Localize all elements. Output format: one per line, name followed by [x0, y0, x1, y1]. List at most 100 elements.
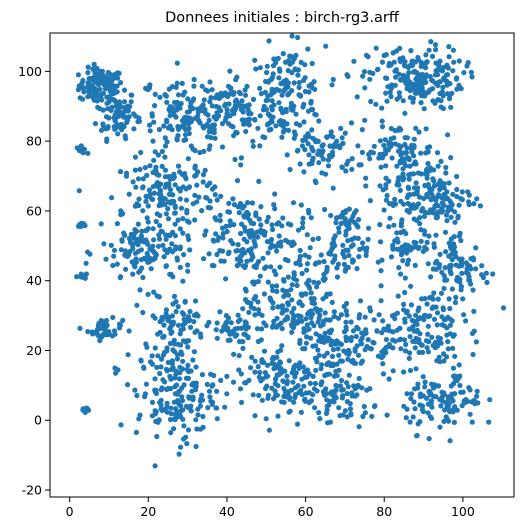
- data-point: [422, 65, 429, 71]
- data-point: [410, 99, 416, 105]
- data-point: [282, 256, 289, 263]
- data-point: [135, 119, 141, 125]
- data-point: [270, 322, 277, 328]
- data-point: [390, 242, 396, 248]
- data-point: [115, 367, 121, 373]
- data-point: [269, 283, 275, 289]
- data-point: [426, 233, 432, 239]
- data-point: [444, 82, 450, 88]
- data-point: [345, 384, 351, 390]
- data-point: [150, 313, 156, 319]
- data-point: [164, 139, 170, 145]
- data-point: [401, 228, 407, 234]
- data-point: [439, 195, 445, 201]
- x-tick-label: 60: [298, 504, 314, 519]
- data-point: [422, 231, 428, 237]
- data-point: [424, 345, 430, 351]
- data-point: [344, 312, 350, 318]
- data-point: [325, 163, 332, 169]
- data-point: [315, 347, 321, 353]
- data-point: [206, 388, 213, 394]
- data-point: [252, 369, 258, 375]
- data-point: [359, 330, 365, 336]
- data-point: [244, 121, 250, 127]
- data-point: [271, 202, 277, 208]
- data-point: [293, 67, 299, 73]
- data-point: [176, 451, 182, 457]
- data-point: [353, 333, 359, 340]
- data-point: [110, 76, 116, 82]
- data-point: [109, 81, 115, 87]
- data-point: [107, 106, 113, 112]
- data-point: [170, 301, 176, 307]
- data-point: [243, 326, 249, 332]
- data-point: [300, 220, 306, 226]
- data-point: [255, 278, 261, 285]
- data-point: [132, 154, 138, 160]
- data-point: [346, 252, 352, 259]
- data-point: [211, 130, 217, 136]
- data-point: [466, 202, 472, 208]
- data-point: [291, 275, 297, 281]
- data-point: [256, 392, 262, 398]
- data-point: [177, 244, 183, 250]
- data-point: [218, 193, 224, 199]
- x-tick-label: 80: [376, 504, 392, 519]
- data-point: [352, 386, 358, 392]
- data-point: [177, 331, 183, 337]
- data-point: [240, 263, 246, 269]
- data-point: [114, 261, 120, 267]
- data-point: [142, 391, 148, 397]
- data-point: [268, 236, 275, 243]
- data-point: [278, 370, 284, 376]
- data-point: [415, 54, 421, 61]
- data-point: [360, 413, 366, 420]
- data-point: [341, 261, 347, 267]
- data-point: [453, 377, 459, 383]
- data-point: [265, 214, 271, 220]
- data-point: [426, 389, 432, 395]
- data-point: [383, 163, 389, 169]
- data-point: [469, 330, 476, 336]
- data-point: [345, 158, 351, 164]
- data-point: [206, 251, 212, 257]
- data-point: [445, 394, 451, 400]
- data-point: [297, 340, 303, 346]
- data-point: [421, 78, 427, 84]
- data-point: [214, 388, 220, 394]
- data-point: [449, 286, 455, 292]
- data-point: [456, 202, 462, 208]
- data-point: [411, 153, 417, 159]
- data-point: [312, 380, 318, 387]
- data-point: [322, 310, 328, 316]
- data-point: [108, 72, 114, 78]
- data-point: [366, 151, 372, 157]
- data-point: [277, 264, 283, 270]
- data-point: [403, 341, 409, 348]
- data-point: [167, 233, 173, 239]
- data-point: [130, 271, 136, 277]
- data-point: [422, 182, 428, 189]
- data-point: [209, 383, 215, 389]
- data-point: [156, 191, 162, 197]
- data-point: [429, 334, 435, 340]
- data-point: [182, 298, 188, 304]
- data-point: [226, 121, 232, 127]
- data-point: [430, 176, 436, 182]
- data-point: [363, 252, 369, 258]
- data-point: [379, 59, 386, 65]
- data-point: [175, 92, 182, 98]
- data-point: [151, 190, 157, 196]
- data-point: [109, 333, 115, 339]
- data-point: [397, 187, 403, 193]
- data-point: [172, 375, 178, 381]
- data-point: [176, 376, 183, 382]
- data-point: [137, 412, 143, 418]
- data-point: [83, 271, 89, 277]
- data-point: [255, 234, 261, 240]
- data-point: [413, 312, 419, 318]
- data-point: [179, 397, 186, 404]
- data-point: [100, 90, 107, 96]
- data-point: [280, 287, 286, 293]
- data-point: [328, 248, 334, 254]
